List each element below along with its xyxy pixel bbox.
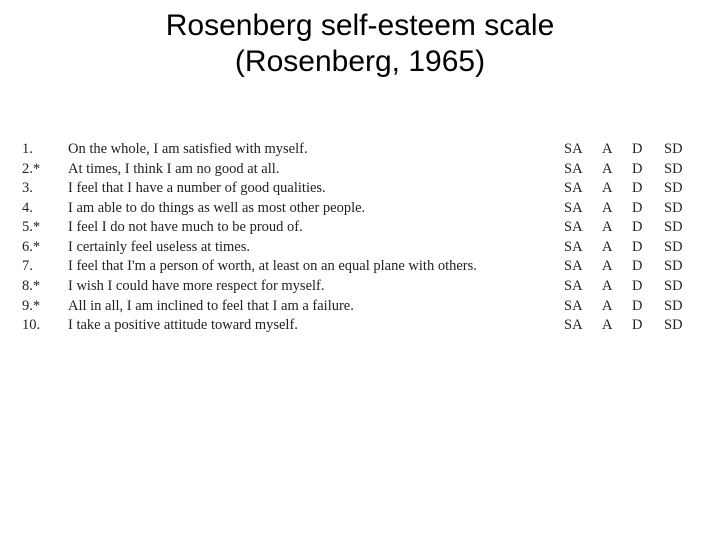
- item-number: 9.*: [22, 297, 68, 317]
- response-d: D: [632, 316, 664, 336]
- item-text: On the whole, I am satisfied with myself…: [68, 140, 564, 160]
- scale-item-row: 9.*All in all, I am inclined to feel tha…: [22, 297, 690, 317]
- response-a: A: [602, 277, 632, 297]
- response-options: SAADSD: [564, 238, 690, 258]
- response-options: SAADSD: [564, 277, 690, 297]
- response-options: SAADSD: [564, 160, 690, 180]
- response-sd: SD: [664, 238, 690, 258]
- item-number: 3.: [22, 179, 68, 199]
- scale-item-row: 3.I feel that I have a number of good qu…: [22, 179, 690, 199]
- item-text: At times, I think I am no good at all.: [68, 160, 564, 180]
- response-options: SAADSD: [564, 297, 690, 317]
- response-sa: SA: [564, 297, 602, 317]
- item-number: 5.*: [22, 218, 68, 238]
- response-options: SAADSD: [564, 218, 690, 238]
- response-sa: SA: [564, 257, 602, 277]
- response-sd: SD: [664, 277, 690, 297]
- response-sa: SA: [564, 199, 602, 219]
- response-sa: SA: [564, 179, 602, 199]
- response-options: SAADSD: [564, 257, 690, 277]
- item-number: 8.*: [22, 277, 68, 297]
- response-d: D: [632, 160, 664, 180]
- response-d: D: [632, 218, 664, 238]
- response-options: SAADSD: [564, 199, 690, 219]
- response-d: D: [632, 297, 664, 317]
- response-d: D: [632, 179, 664, 199]
- item-number: 6.*: [22, 238, 68, 258]
- response-d: D: [632, 277, 664, 297]
- scale-item-row: 4.I am able to do things as well as most…: [22, 199, 690, 219]
- response-sd: SD: [664, 297, 690, 317]
- response-sa: SA: [564, 316, 602, 336]
- response-sd: SD: [664, 140, 690, 160]
- response-sa: SA: [564, 277, 602, 297]
- response-sd: SD: [664, 257, 690, 277]
- response-a: A: [602, 316, 632, 336]
- response-a: A: [602, 160, 632, 180]
- response-d: D: [632, 199, 664, 219]
- response-sd: SD: [664, 199, 690, 219]
- item-number: 4.: [22, 199, 68, 219]
- item-text: I am able to do things as well as most o…: [68, 199, 564, 219]
- scale-item-row: 7.I feel that I'm a person of worth, at …: [22, 257, 690, 277]
- item-number: 7.: [22, 257, 68, 277]
- scale-item-row: 2.*At times, I think I am no good at all…: [22, 160, 690, 180]
- response-a: A: [602, 297, 632, 317]
- response-sa: SA: [564, 160, 602, 180]
- item-text: I wish I could have more respect for mys…: [68, 277, 564, 297]
- scale-item-row: 1.On the whole, I am satisfied with myse…: [22, 140, 690, 160]
- item-number: 10.: [22, 316, 68, 336]
- item-text: I feel that I have a number of good qual…: [68, 179, 564, 199]
- scale-item-row: 8.*I wish I could have more respect for …: [22, 277, 690, 297]
- item-number: 2.*: [22, 160, 68, 180]
- response-options: SAADSD: [564, 316, 690, 336]
- response-d: D: [632, 238, 664, 258]
- title-line-1: Rosenberg self-esteem scale: [166, 9, 555, 42]
- response-options: SAADSD: [564, 179, 690, 199]
- item-text: All in all, I am inclined to feel that I…: [68, 297, 564, 317]
- response-a: A: [602, 199, 632, 219]
- response-sd: SD: [664, 179, 690, 199]
- response-sd: SD: [664, 316, 690, 336]
- item-text: I feel that I'm a person of worth, at le…: [68, 257, 564, 277]
- response-sd: SD: [664, 218, 690, 238]
- response-sa: SA: [564, 218, 602, 238]
- scale-item-row: 6.*I certainly feel useless at times.SAA…: [22, 238, 690, 258]
- response-a: A: [602, 238, 632, 258]
- response-a: A: [602, 218, 632, 238]
- response-sa: SA: [564, 140, 602, 160]
- response-sa: SA: [564, 238, 602, 258]
- response-d: D: [632, 257, 664, 277]
- scale-item-row: 10.I take a positive attitude toward mys…: [22, 316, 690, 336]
- response-a: A: [602, 257, 632, 277]
- response-a: A: [602, 140, 632, 160]
- scale-item-row: 5.*I feel I do not have much to be proud…: [22, 218, 690, 238]
- response-a: A: [602, 179, 632, 199]
- response-sd: SD: [664, 160, 690, 180]
- item-text: I feel I do not have much to be proud of…: [68, 218, 564, 238]
- page-title: Rosenberg self-esteem scale (Rosenberg, …: [0, 0, 720, 140]
- title-line-2: (Rosenberg, 1965): [235, 45, 485, 78]
- item-text: I certainly feel useless at times.: [68, 238, 564, 258]
- response-d: D: [632, 140, 664, 160]
- response-options: SAADSD: [564, 140, 690, 160]
- scale-items-table: 1.On the whole, I am satisfied with myse…: [0, 140, 720, 336]
- item-text: I take a positive attitude toward myself…: [68, 316, 564, 336]
- item-number: 1.: [22, 140, 68, 160]
